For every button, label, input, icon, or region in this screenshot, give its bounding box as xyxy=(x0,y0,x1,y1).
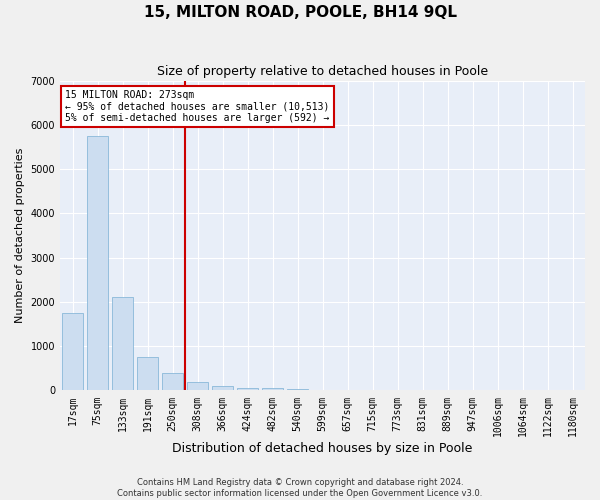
Bar xyxy=(187,382,208,390)
Bar xyxy=(262,388,283,390)
Bar xyxy=(62,313,83,390)
Text: Contains HM Land Registry data © Crown copyright and database right 2024.
Contai: Contains HM Land Registry data © Crown c… xyxy=(118,478,482,498)
Bar xyxy=(212,386,233,390)
Text: 15 MILTON ROAD: 273sqm
← 95% of detached houses are smaller (10,513)
5% of semi-: 15 MILTON ROAD: 273sqm ← 95% of detached… xyxy=(65,90,329,123)
X-axis label: Distribution of detached houses by size in Poole: Distribution of detached houses by size … xyxy=(172,442,473,455)
Bar xyxy=(87,136,108,390)
Bar xyxy=(237,388,258,390)
Bar xyxy=(137,358,158,390)
Bar xyxy=(112,298,133,390)
Title: Size of property relative to detached houses in Poole: Size of property relative to detached ho… xyxy=(157,65,488,78)
Text: 15, MILTON ROAD, POOLE, BH14 9QL: 15, MILTON ROAD, POOLE, BH14 9QL xyxy=(143,5,457,20)
Y-axis label: Number of detached properties: Number of detached properties xyxy=(15,148,25,323)
Bar xyxy=(162,372,183,390)
